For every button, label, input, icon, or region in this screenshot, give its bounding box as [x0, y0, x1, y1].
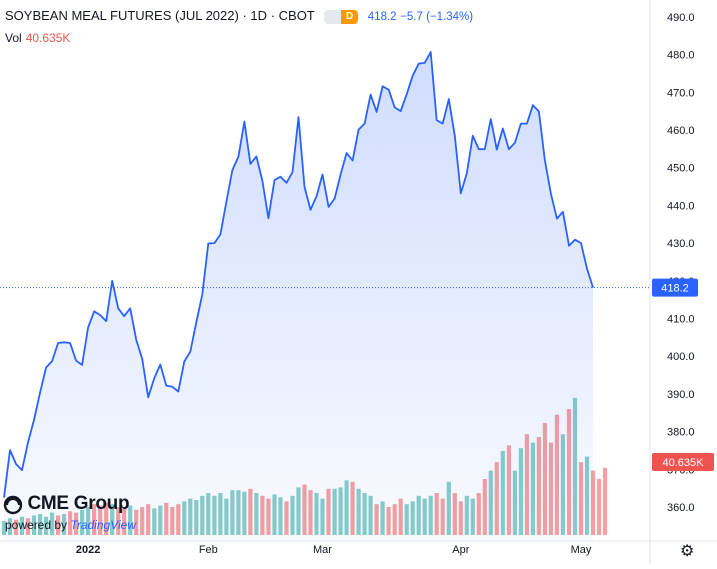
cme-group-logo[interactable]: CME Group	[3, 493, 130, 515]
y-tick-label: 490.0	[667, 12, 695, 24]
tradingview-brand: TradingView	[70, 518, 136, 532]
cme-brand-text: CME Group	[27, 493, 130, 514]
last-price: 418.2	[367, 11, 397, 23]
market-status-badge[interactable]: D	[324, 9, 359, 24]
last-price-label: 418.2	[661, 283, 689, 295]
y-tick-label: 450.0	[667, 163, 695, 175]
price-area	[4, 52, 593, 541]
exchange-label: CBOT	[278, 8, 315, 23]
volume-value-box	[652, 453, 714, 471]
symbol-title[interactable]: SOYBEAN MEAL FUTURES (JUL 2022)	[5, 8, 239, 23]
y-tick-label: 480.0	[667, 50, 695, 62]
y-tick-label: 440.0	[667, 200, 695, 212]
x-tick-label: 2022	[76, 544, 100, 556]
x-tick-label: Apr	[452, 544, 469, 556]
y-axis-ticks: 360.0370.0380.0390.0400.0410.0420.0430.0…	[667, 12, 695, 514]
x-tick-label: Mar	[313, 544, 332, 556]
y-tick-label: 400.0	[667, 351, 695, 363]
separator-dot: ·	[242, 8, 247, 23]
powered-prefix: powered by	[5, 518, 68, 532]
y-tick-label: 470.0	[667, 87, 695, 99]
separator-dot-2: ·	[270, 8, 276, 23]
volume-legend: Vol 40.635K	[5, 31, 70, 45]
volume-value-label: 40.635K	[663, 457, 705, 469]
y-tick-label: 430.0	[667, 238, 695, 250]
y-tick-label: 460.0	[667, 125, 695, 137]
y-tick-label: 390.0	[667, 389, 695, 401]
x-tick-label: Feb	[199, 544, 218, 556]
chart-header: SOYBEAN MEAL FUTURES (JUL 2022) · 1D · C…	[5, 8, 473, 24]
last-price-box	[652, 278, 698, 297]
interval-label[interactable]: 1D	[250, 8, 268, 23]
y-tick-label: 380.0	[667, 427, 695, 439]
delayed-badge: D	[341, 9, 359, 24]
volume-bar	[596, 479, 602, 535]
x-tick-label: May	[571, 544, 592, 556]
gear-icon[interactable]: ⚙	[680, 543, 695, 560]
volume-label: Vol	[5, 31, 22, 45]
y-tick-label: 410.0	[667, 314, 695, 326]
volume-bar	[602, 467, 608, 535]
eye-icon[interactable]	[324, 9, 342, 24]
volume-value: 40.635K	[25, 31, 71, 45]
powered-by[interactable]: powered by TradingView	[5, 518, 136, 532]
price-line	[3, 51, 594, 498]
cme-globe-icon	[3, 495, 23, 514]
price-change: −5.7 (−1.34%)	[400, 11, 474, 23]
y-tick-label: 360.0	[667, 502, 695, 514]
x-axis-ticks: 2022 Feb Mar Apr May	[76, 544, 592, 556]
